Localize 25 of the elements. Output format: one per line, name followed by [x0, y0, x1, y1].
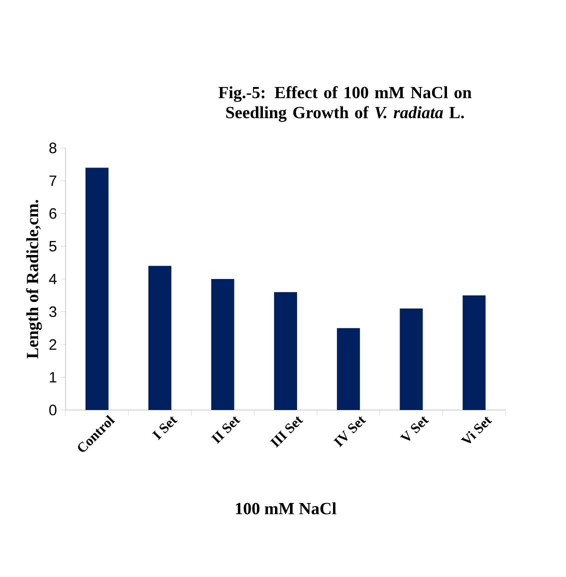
y-axis-title: Length of Radicle,cm. [26, 200, 42, 358]
x-tick-label: IV Set [333, 416, 366, 448]
y-tick-label: 1 [50, 372, 56, 382]
bar [148, 266, 172, 410]
bar [400, 308, 423, 410]
bar [274, 292, 298, 410]
bar [336, 328, 360, 410]
bar [86, 168, 108, 410]
y-tick-label: 6 [49, 208, 56, 219]
x-tick-label: III Set [270, 416, 304, 448]
x-axis-title: 100 mM NaCl [236, 502, 336, 514]
y-tick-label: 5 [49, 241, 56, 252]
bar [462, 295, 486, 410]
x-tick-label: II Set [211, 416, 240, 444]
chart-title: Fig.-5: Effect of 100 mM NaCl on Seedling Growth of V. radiata L. [218, 86, 472, 122]
y-tick-label: 8 [49, 142, 56, 154]
y-tick-label: 2 [49, 339, 56, 350]
y-tick-label: 7 [49, 176, 56, 186]
y-tick-label: 4 [49, 274, 57, 284]
y-tick-label: 0 [49, 404, 56, 416]
x-tick-label: I Set [152, 416, 178, 440]
bar [211, 278, 234, 410]
y-tick-label: 3 [49, 306, 56, 318]
x-tick-label: V Set [400, 416, 429, 441]
x-tick-label: Vi Set [460, 416, 492, 444]
